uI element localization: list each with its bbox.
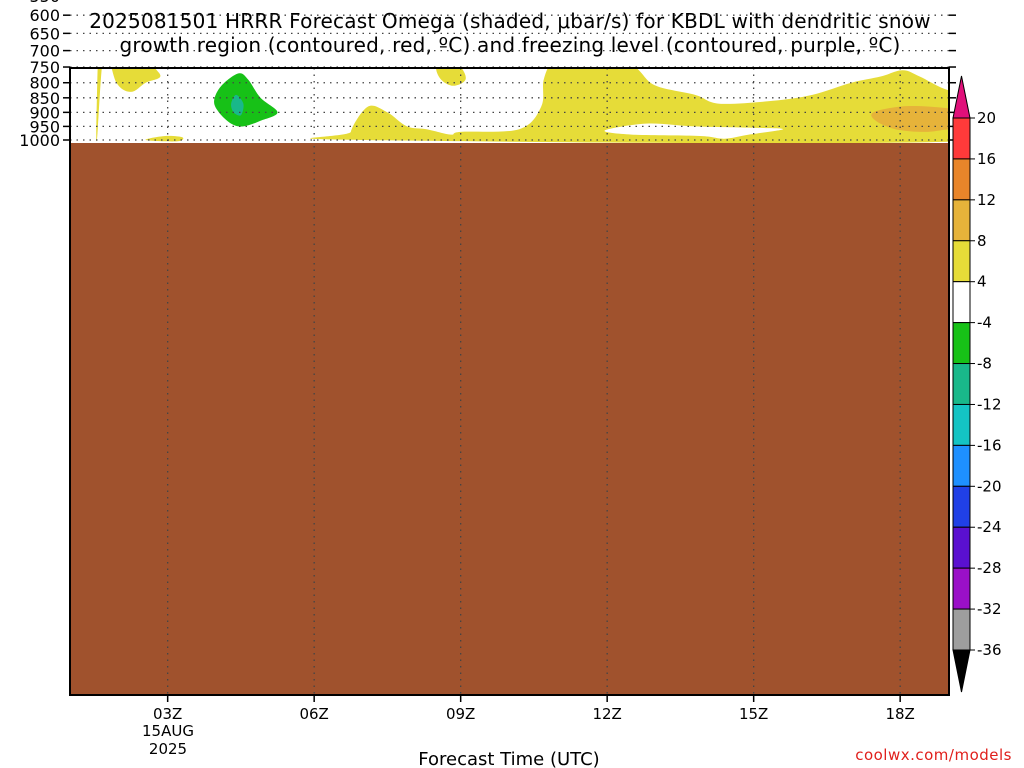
- y-axis: 2503003504004505005506006507007508008509…: [19, 0, 956, 150]
- colorbar-label: -16: [977, 436, 1002, 454]
- x-tick-label: 03Z: [153, 705, 182, 723]
- colorbar-segment: [952, 526, 971, 569]
- date-label-day: 15AUG: [142, 722, 194, 740]
- colorbar-label: -32: [977, 600, 1002, 618]
- chart-title-line-2: growth region (contoured, red, ºC) and f…: [119, 33, 900, 57]
- colorbar-segment: [952, 199, 971, 242]
- colorbar-label: 4: [977, 273, 987, 291]
- colorbar-segment: [952, 281, 971, 324]
- colorbar-label: -12: [977, 395, 1002, 413]
- colorbar-label: 8: [977, 232, 987, 250]
- omega-region: [436, 68, 466, 86]
- colorbar-label: -8: [977, 355, 992, 373]
- colorbar-label: -4: [977, 314, 992, 332]
- colorbar-segment: [952, 322, 971, 365]
- plot-frame: [69, 67, 950, 696]
- colorbar-label: 16: [977, 150, 996, 168]
- colorbar-label: 12: [977, 191, 996, 209]
- omega-region: [594, 0, 631, 6]
- x-tick-label: 06Z: [299, 705, 328, 723]
- colorbar-segment: [952, 485, 971, 528]
- colorbar-label: -28: [977, 559, 1002, 577]
- y-tick-label: 950: [29, 117, 60, 136]
- colorbar-segment: [952, 158, 971, 201]
- colorbar-segment: [952, 240, 971, 283]
- colorbar-label: -20: [977, 477, 1002, 495]
- colorbar-segment: [952, 363, 971, 405]
- colorbar-label: -36: [977, 641, 1002, 659]
- x-axis-label: Forecast Time (UTC): [418, 749, 599, 768]
- y-tick-label: 1000: [19, 131, 60, 150]
- x-axis: 03Z 06Z 09Z 12Z 15Z 18Z: [153, 695, 915, 723]
- y-tick-label: 550: [29, 0, 60, 6]
- colorbar-bottom-arrow: [952, 649, 971, 693]
- colorbar-label: 20: [977, 109, 996, 127]
- y-tick-label: 900: [29, 103, 60, 122]
- omega-region: [231, 94, 244, 116]
- omega-region: [604, 123, 784, 139]
- site-credit: coolwx.com/models: [855, 746, 1012, 764]
- x-tick-label: 09Z: [446, 705, 475, 723]
- colorbar-segment: [952, 567, 971, 610]
- y-tick-label: 750: [29, 58, 60, 77]
- colorbar-label: -24: [977, 518, 1002, 536]
- x-tick-label: 18Z: [885, 705, 914, 723]
- ground-surface: [70, 143, 949, 695]
- plot-area: -18-18-18-12-12-1200: [69, 0, 950, 696]
- omega-region: [214, 73, 278, 127]
- y-tick-label: 700: [29, 42, 60, 61]
- x-tick-label: 15Z: [739, 705, 768, 723]
- colorbar-segment: [952, 403, 971, 446]
- colorbar-segment: [952, 444, 971, 487]
- y-tick-label: 600: [29, 6, 60, 25]
- y-tick-label: 800: [29, 74, 60, 93]
- omega-region: [96, 68, 161, 142]
- chart-title-line-1: 2025081501 HRRR Forecast Omega (shaded, …: [89, 9, 930, 33]
- omega-region: [871, 106, 949, 132]
- omega-shading: [96, 0, 949, 144]
- grid: [70, 14, 949, 695]
- colorbar-segment: [952, 608, 971, 651]
- omega-colorbar: 20 16 12 8 4 -4 -8 -12 -16 -20 -24 -28 -32 -36: [952, 75, 1002, 693]
- colorbar-segment: [952, 117, 971, 160]
- x-tick-label: 12Z: [592, 705, 621, 723]
- omega-region: [310, 68, 949, 144]
- date-label-year: 2025: [149, 740, 187, 758]
- y-tick-label: 850: [29, 89, 60, 108]
- y-tick-label: 650: [29, 24, 60, 43]
